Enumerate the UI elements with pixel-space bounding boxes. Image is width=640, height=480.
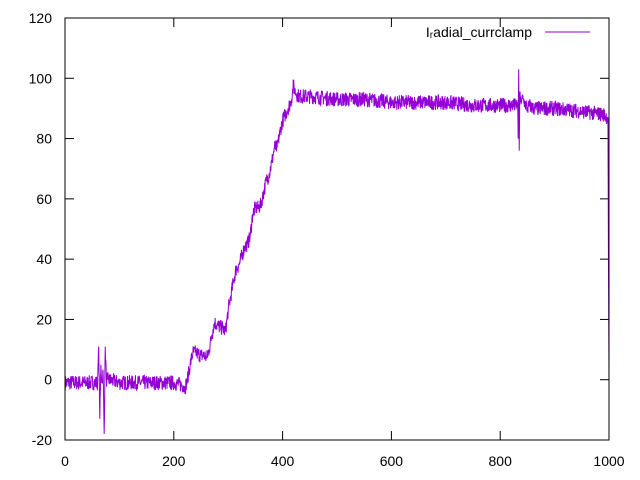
- axis-ticks: -20 0 20 40 60 80 100 120 0 200 400 600 800 1000: [29, 10, 625, 469]
- series-line: [64, 69, 610, 434]
- y-tick-label: 40: [36, 251, 52, 267]
- plot-area: [64, 69, 610, 434]
- y-tick-label: 20: [36, 311, 52, 327]
- plot-frame: [64, 17, 610, 441]
- y-tick-label: 100: [29, 70, 53, 86]
- x-tick-label: 0: [61, 453, 69, 469]
- x-tick-label: 800: [489, 453, 513, 469]
- y-tick-label: 120: [29, 10, 53, 26]
- y-tick-label: 80: [36, 131, 52, 147]
- y-tick-label: -20: [32, 432, 52, 448]
- x-tick-label: 200: [162, 453, 186, 469]
- x-tick-label: 600: [380, 453, 404, 469]
- y-tick-label: 60: [36, 191, 52, 207]
- y-tick-label: 0: [44, 372, 52, 388]
- legend-label: Iᵣadial_currclamp: [426, 24, 532, 40]
- x-tick-label: 1000: [593, 453, 624, 469]
- legend: Iᵣadial_currclamp: [426, 24, 590, 40]
- x-tick-label: 400: [271, 453, 295, 469]
